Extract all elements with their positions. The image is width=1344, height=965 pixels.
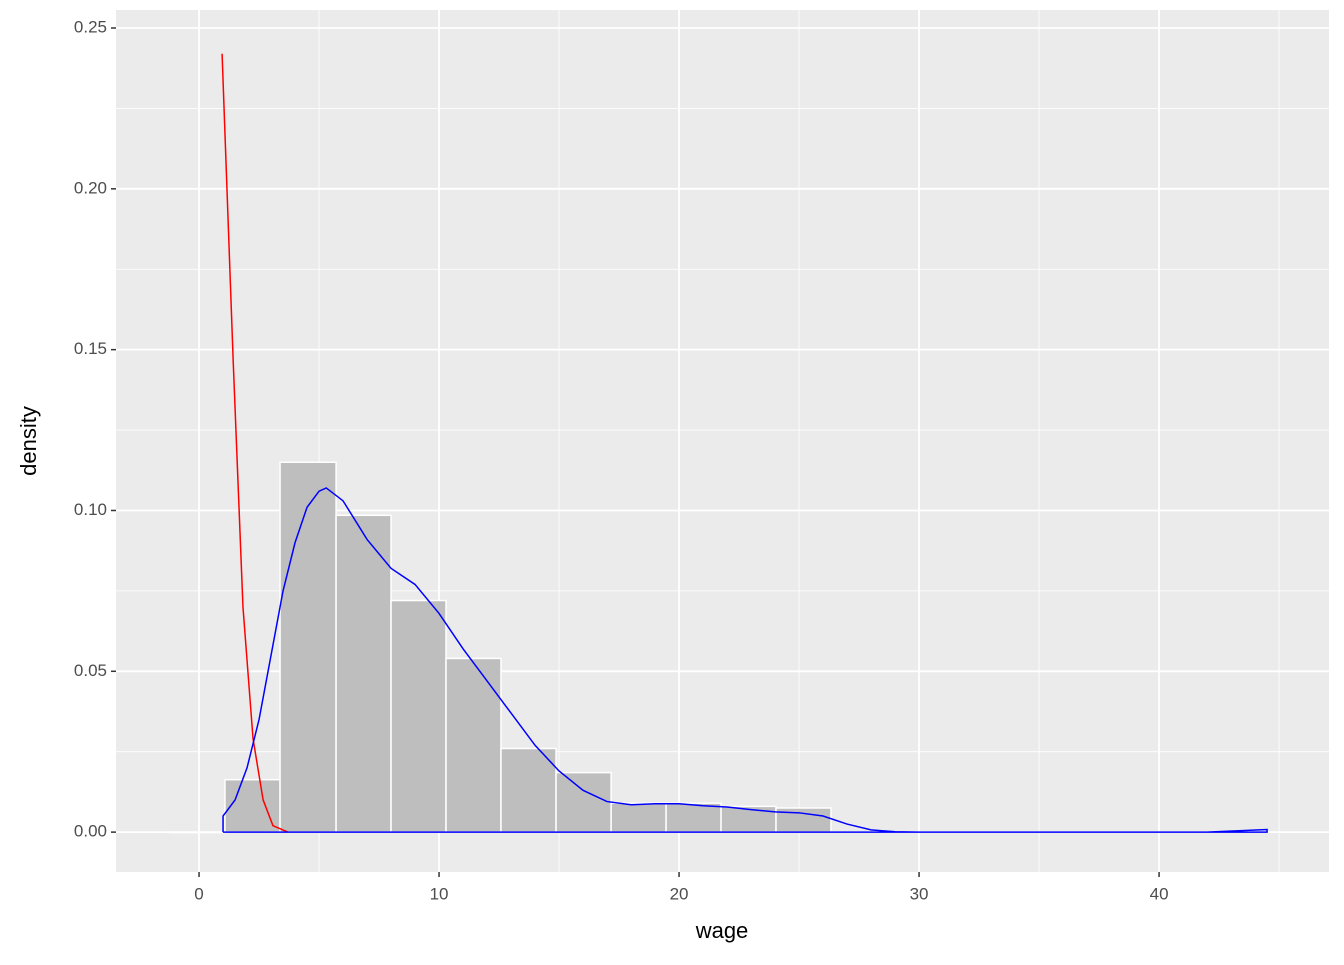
y-tick-label: 0.25 — [74, 17, 107, 36]
bar — [335, 514, 392, 833]
x-tick-label: 0 — [194, 884, 203, 903]
bar — [390, 599, 447, 833]
bar — [279, 461, 337, 833]
bar — [500, 747, 557, 833]
x-tick-label: 10 — [430, 884, 449, 903]
bar — [555, 771, 612, 833]
density-line — [221, 53, 289, 833]
bar — [445, 657, 502, 833]
y-tick-label: 0.00 — [74, 822, 107, 841]
y-tick-label: 0.15 — [74, 339, 107, 358]
bar — [169, 831, 226, 834]
density-line — [222, 487, 1268, 833]
x-tick-label: 20 — [670, 884, 689, 903]
bar — [610, 802, 667, 833]
y-axis-title: density — [16, 406, 41, 476]
x-tick-label: 30 — [910, 884, 929, 903]
bar — [224, 778, 281, 833]
y-tick-label: 0.20 — [74, 178, 107, 197]
y-tick-label: 0.10 — [74, 500, 107, 519]
bar — [720, 805, 777, 833]
x-axis-title: wage — [695, 918, 749, 943]
x-tick-label: 40 — [1150, 884, 1169, 903]
bar — [665, 802, 722, 833]
y-tick-label: 0.05 — [74, 661, 107, 680]
